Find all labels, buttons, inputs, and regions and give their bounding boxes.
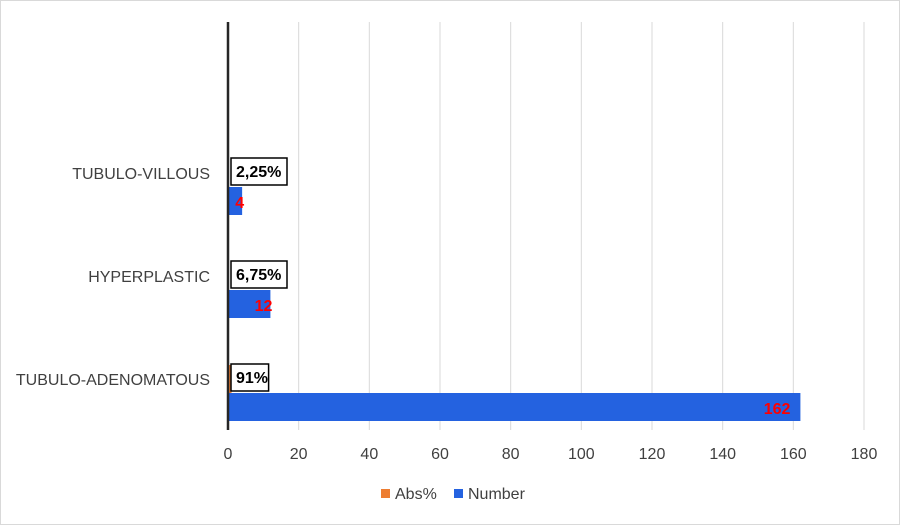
- abs-pct-label-box: [230, 363, 270, 392]
- bar-number: [228, 290, 271, 318]
- bar-abs-pct: [228, 365, 232, 393]
- x-tick-label: 160: [780, 446, 807, 463]
- x-tick-label: 60: [431, 446, 449, 463]
- x-tick-label: 120: [639, 446, 666, 463]
- number-data-label: 12: [255, 298, 273, 315]
- legend-swatch-number: [454, 489, 463, 498]
- x-tick-label: 80: [502, 446, 520, 463]
- legend-swatch-abs-pct: [381, 489, 390, 498]
- abs-pct-data-label: 91%: [236, 370, 268, 387]
- abs-pct-label-box: [230, 260, 288, 289]
- category-label: HYPERPLASTIC: [88, 269, 210, 286]
- category-label: TUBULO-VILLOUS: [72, 166, 210, 183]
- x-tick-label: 180: [851, 446, 878, 463]
- bar-number: [228, 393, 801, 421]
- x-tick-label: 40: [360, 446, 378, 463]
- x-tick-label: 0: [224, 446, 233, 463]
- abs-pct-data-label: 6,75%: [236, 267, 281, 284]
- category-label: TUBULO-ADENOMATOUS: [16, 372, 210, 389]
- x-tick-label: 20: [290, 446, 308, 463]
- legend-label-abs-pct: Abs%: [395, 486, 437, 503]
- x-tick-label: 100: [568, 446, 595, 463]
- number-data-label: 4: [235, 195, 244, 212]
- legend-label-number: Number: [468, 486, 526, 503]
- abs-pct-data-label: 2,25%: [236, 164, 281, 181]
- x-tick-label: 140: [709, 446, 736, 463]
- abs-pct-label-box: [230, 157, 288, 186]
- bar-number: [228, 187, 243, 215]
- number-data-label: 162: [764, 401, 791, 418]
